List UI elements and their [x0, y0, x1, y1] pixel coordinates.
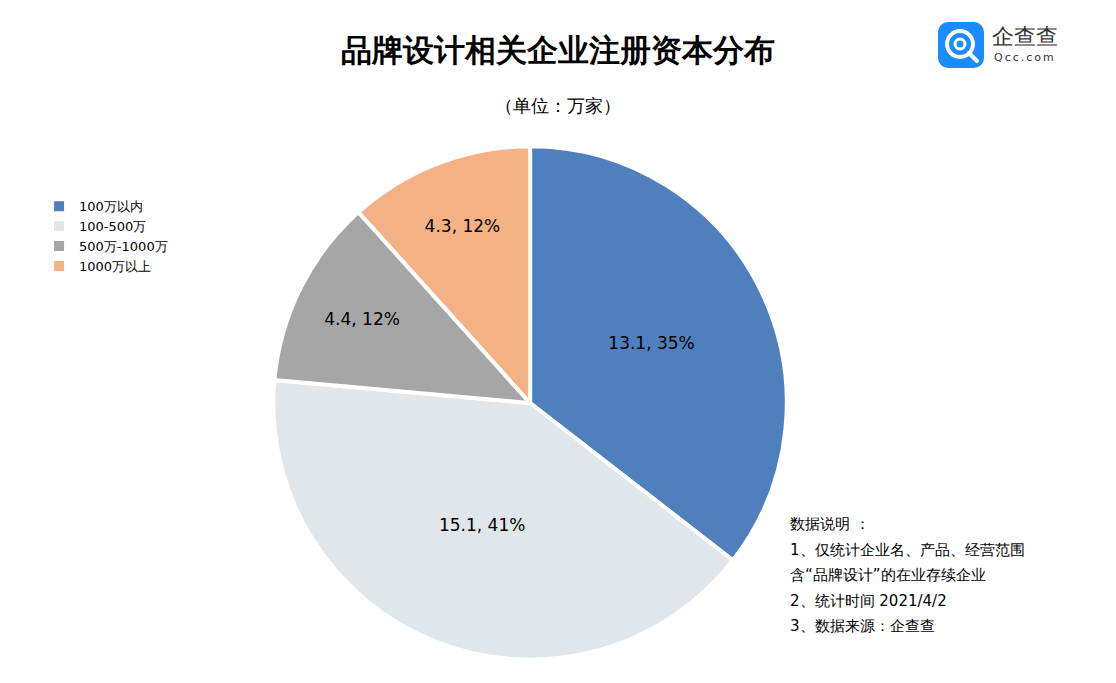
svg-text:13.1, 35%: 13.1, 35%	[608, 333, 694, 353]
svg-text:含“品牌设计”的在业存续企业: 含“品牌设计”的在业存续企业	[790, 566, 986, 584]
svg-text:2、统计时间 2021/4/2: 2、统计时间 2021/4/2	[790, 592, 947, 610]
html-text:企查查: 企查查	[992, 24, 1058, 49]
svg-text:100万以内: 100万以内	[79, 199, 143, 214]
svg-text:4.4, 12%: 4.4, 12%	[324, 309, 400, 329]
svg-text:4.3, 12%: 4.3, 12%	[425, 216, 501, 236]
svg-text:1、仅统计企业名、产品、经营范围: 1、仅统计企业名、产品、经营范围	[790, 541, 1025, 559]
svg-text:500万-1000万: 500万-1000万	[79, 239, 168, 254]
svg-text:品牌设计相关企业注册资本分布: 品牌设计相关企业注册资本分布	[341, 32, 775, 68]
svg-text:数据说明 ：: 数据说明 ：	[790, 515, 870, 533]
svg-text:（单位：万家）: （单位：万家）	[495, 95, 621, 116]
svg-text:1000万以上: 1000万以上	[79, 259, 151, 274]
svg-text:3、数据来源：企查查: 3、数据来源：企查查	[790, 617, 935, 635]
svg-text:15.1, 41%: 15.1, 41%	[439, 515, 525, 535]
html-text:Qcc.com: Qcc.com	[994, 51, 1056, 64]
svg-text:100-500万: 100-500万	[79, 219, 146, 234]
